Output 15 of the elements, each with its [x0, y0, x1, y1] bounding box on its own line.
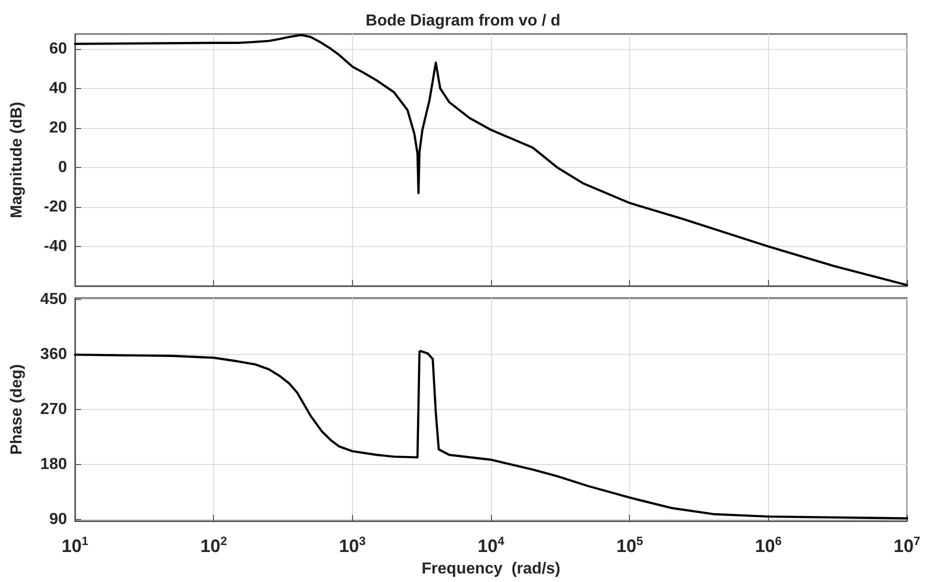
y-tick-label: 360 [40, 346, 68, 364]
x-axis-title: Frequency (rad/s) [422, 560, 560, 578]
y-tick-label: -20 [44, 198, 68, 216]
chart-title: Bode Diagram from vo / d [366, 12, 560, 30]
y-tick-label: 180 [40, 456, 68, 474]
y-tick-label: 60 [49, 40, 68, 58]
y-tick-label: 90 [49, 511, 68, 528]
y-tick-label: 40 [49, 80, 68, 97]
y-tick-label: 0 [58, 158, 68, 176]
y-tick-label: 20 [49, 119, 68, 136]
y-axis-title: Phase (deg) [8, 364, 26, 455]
y-tick-label: -40 [44, 238, 68, 255]
y-tick-label: 450 [40, 291, 68, 308]
y-tick-label: 270 [40, 401, 68, 418]
y-axis-title: Magnitude (dB) [8, 102, 26, 218]
